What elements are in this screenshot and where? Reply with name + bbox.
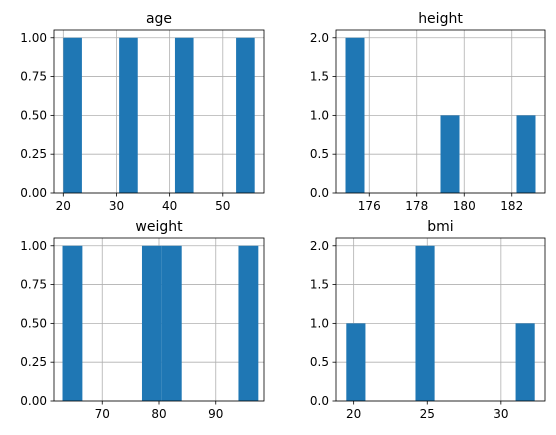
x-tick-label: 30 [493, 407, 508, 421]
y-tick-label: 1.00 [20, 31, 47, 45]
histogram-bar [238, 245, 259, 401]
axes-frame [335, 237, 546, 402]
y-tick-label: 0.50 [20, 108, 47, 122]
histogram-bar [415, 245, 435, 401]
histogram-bar [141, 245, 162, 401]
x-tick-label: 70 [95, 407, 110, 421]
y-tick-label: 2.0 [310, 31, 329, 45]
y-tick-label: 0.75 [20, 278, 47, 292]
y-tick-label: 0.75 [20, 70, 47, 84]
subplot-age: 20 30 40 50 0.00 0.25 0.50 0.75 1.00 age [20, 11, 265, 213]
subplot-height: 176 178 180 182 0.0 0.5 1.0 1.5 2.0 height [310, 11, 546, 213]
histogram-bar [63, 37, 82, 194]
histogram-bar [516, 115, 536, 193]
x-tick-label: 20 [346, 407, 361, 421]
subplot-weight: 70 80 90 0.00 0.25 0.50 0.75 1.00 weight [20, 219, 265, 421]
x-tick-label: 20 [56, 199, 71, 213]
histogram-bar [345, 37, 365, 194]
y-tick-label: 0.00 [20, 394, 47, 408]
x-tick-label: 90 [208, 407, 223, 421]
y-tick-label: 0.5 [310, 147, 329, 161]
y-tick-label: 0.00 [20, 186, 47, 200]
histogram-bar [346, 323, 366, 401]
y-tick-label: 0.5 [310, 355, 329, 369]
y-tick-label: 1.0 [310, 316, 329, 330]
axes-frame [53, 29, 265, 194]
y-tick-label: 0.0 [310, 394, 329, 408]
subplot-title: height [418, 11, 463, 27]
x-tick-label: 178 [405, 199, 428, 213]
plot-area [54, 30, 264, 193]
y-tick-label: 1.5 [310, 278, 329, 292]
y-tick-label: 1.00 [20, 239, 47, 253]
histogram-bar [119, 37, 138, 194]
x-tick-label: 30 [109, 199, 124, 213]
histogram-bar [62, 245, 83, 401]
y-tick-label: 0.0 [310, 186, 329, 200]
x-tick-label: 25 [420, 407, 435, 421]
y-tick-label: 1.5 [310, 70, 329, 84]
x-tick-label: 40 [162, 199, 177, 213]
subplot-title: age [146, 11, 172, 27]
y-tick-label: 2.0 [310, 239, 329, 253]
axes-frame [335, 29, 546, 194]
y-tick-label: 0.50 [20, 316, 47, 330]
plot-area [336, 238, 545, 401]
y-tick-label: 0.25 [20, 355, 47, 369]
histogram-bar [161, 245, 182, 401]
y-tick-label: 0.25 [20, 147, 47, 161]
x-tick-label: 182 [500, 199, 523, 213]
histogram-bar [515, 323, 535, 401]
histogram-bar [440, 115, 460, 193]
histogram-bar [174, 37, 194, 194]
y-tick-label: 1.0 [310, 108, 329, 122]
x-tick-label: 80 [151, 407, 166, 421]
histogram-bar [236, 37, 255, 194]
subplot-title: weight [135, 219, 183, 235]
subplot-title: bmi [427, 219, 453, 235]
subplot-bmi: 20 25 30 0.0 0.5 1.0 1.5 2.0 bmi [310, 219, 546, 421]
x-tick-label: 180 [453, 199, 476, 213]
x-tick-label: 176 [358, 199, 381, 213]
x-tick-label: 50 [215, 199, 230, 213]
